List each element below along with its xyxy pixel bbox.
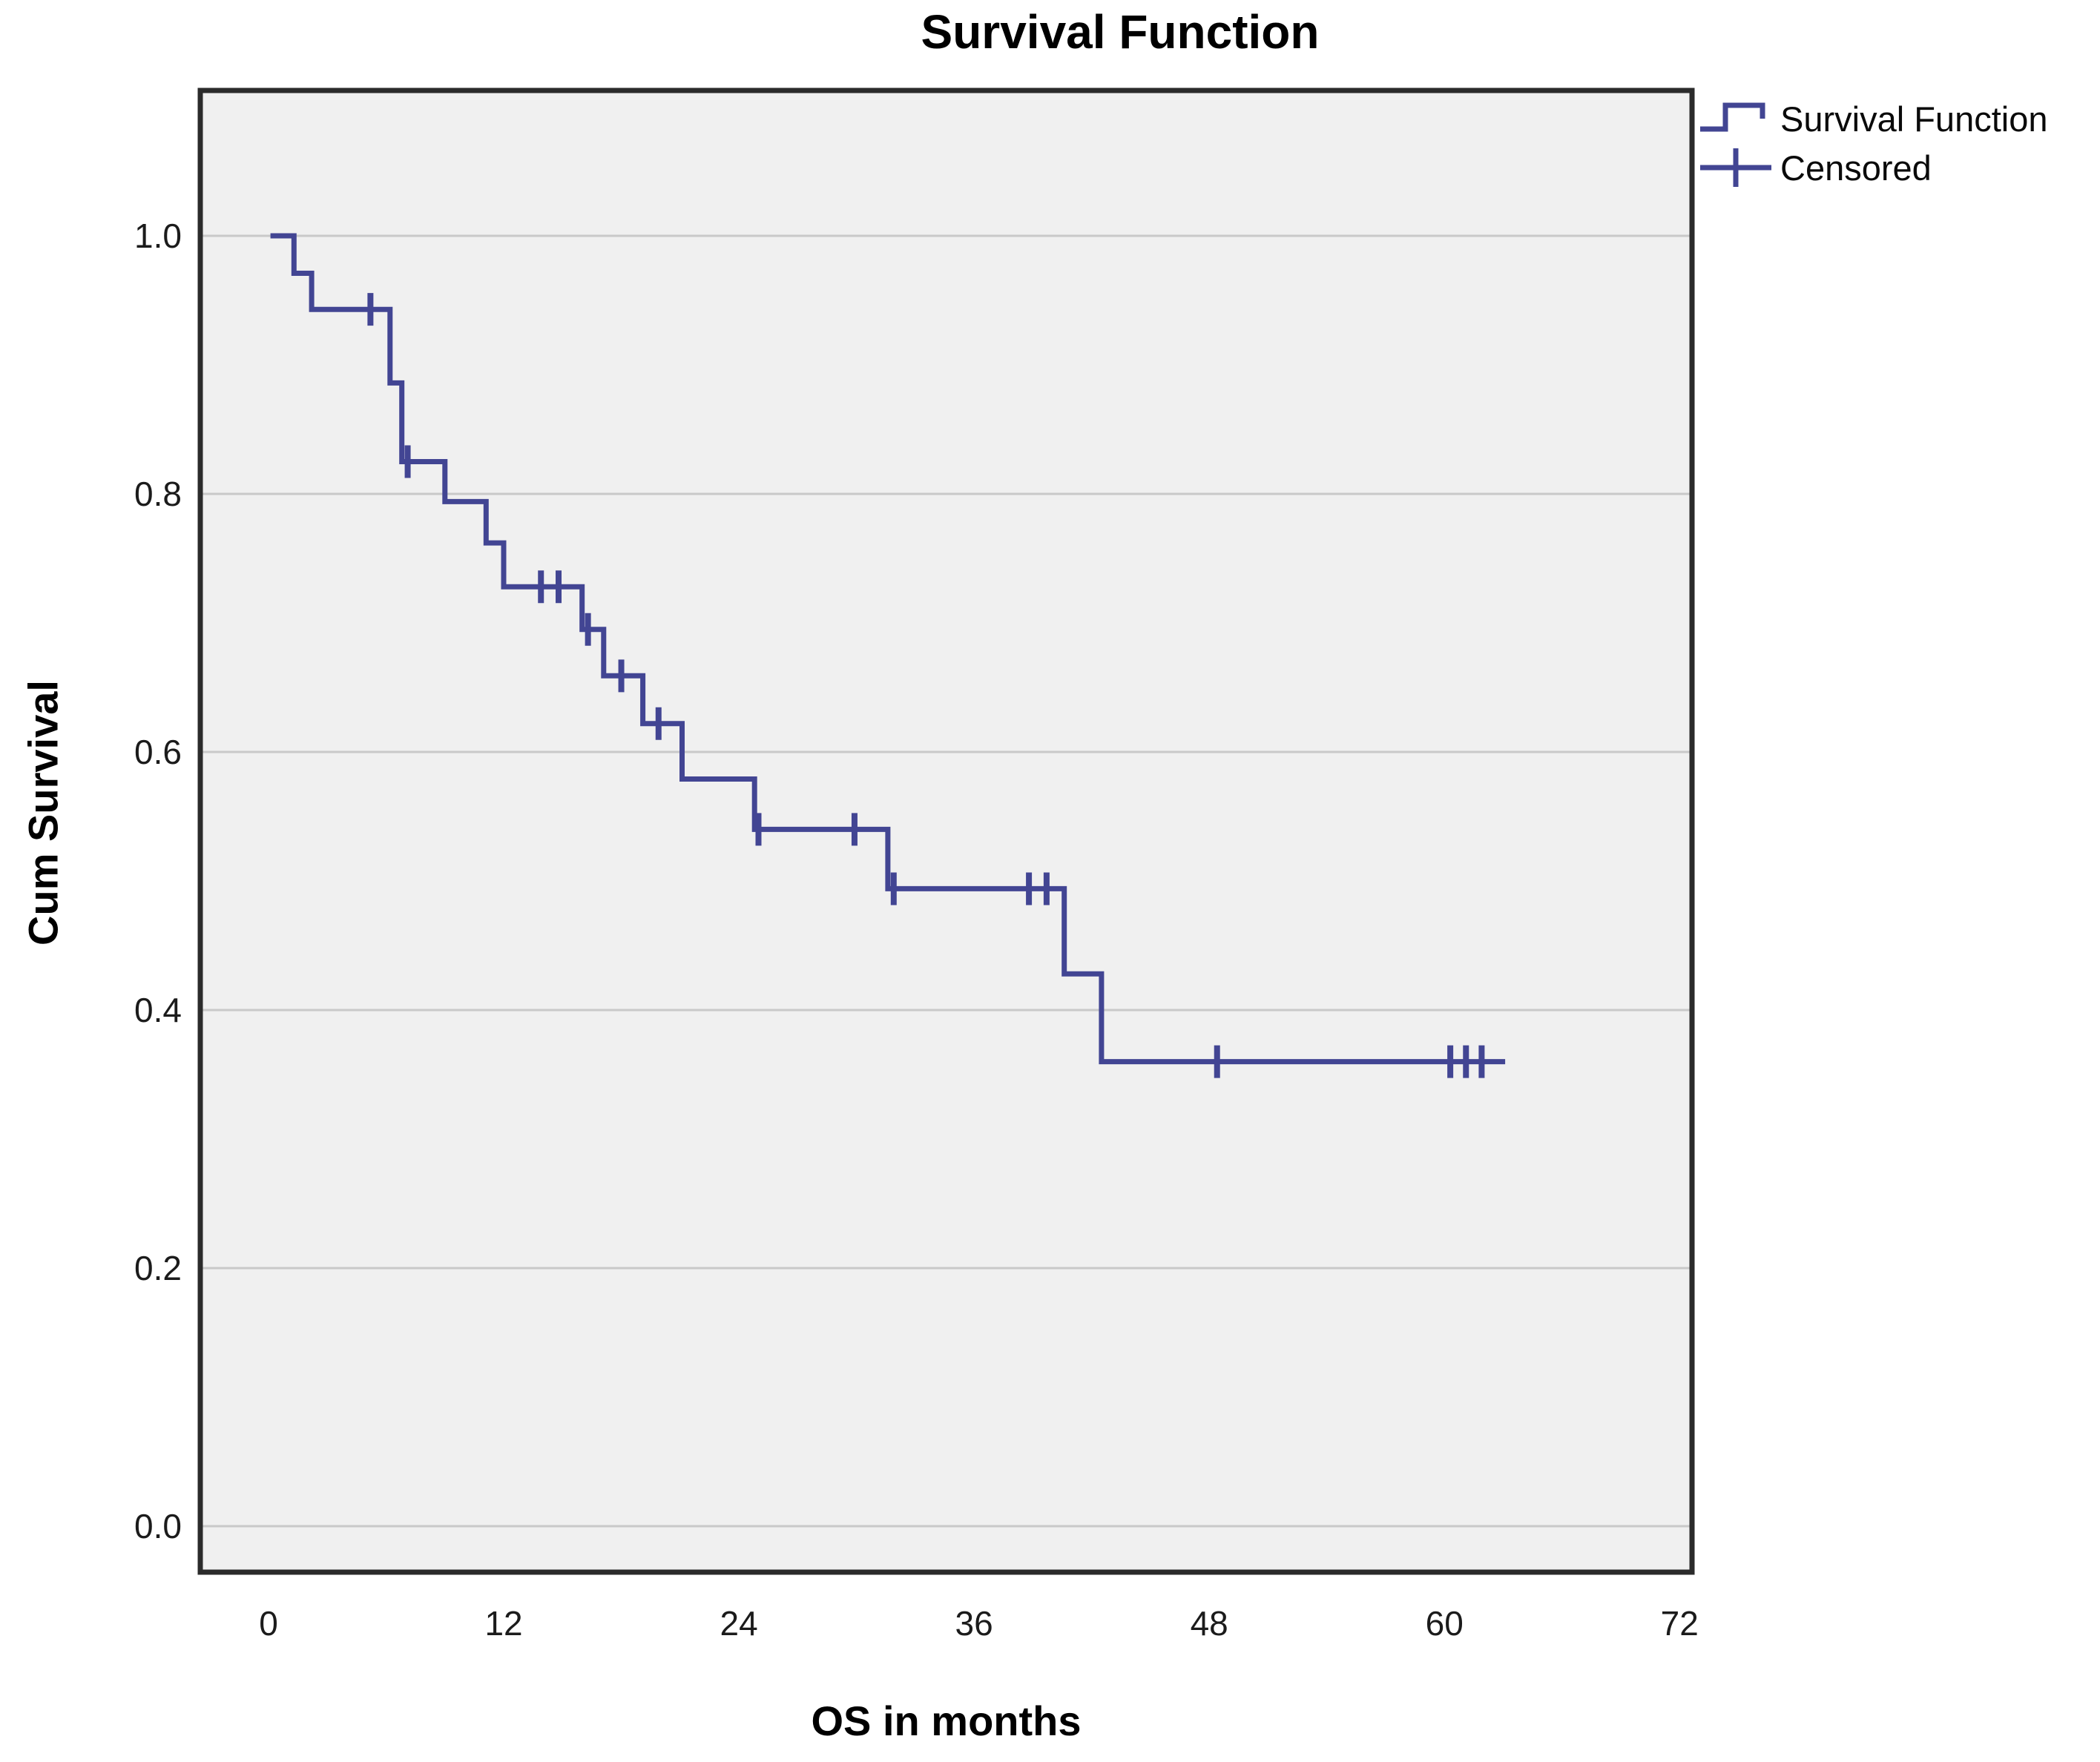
x-tick-label: 24 bbox=[720, 1604, 757, 1643]
survival-curve bbox=[270, 233, 1506, 1065]
x-tick-label: 48 bbox=[1191, 1604, 1228, 1643]
y-tick-label: 0.8 bbox=[134, 475, 182, 513]
legend-label-survival-function: Survival Function bbox=[1780, 99, 2048, 139]
x-axis-title: OS in months bbox=[811, 1697, 1082, 1744]
y-tick-label: 1.0 bbox=[134, 217, 182, 255]
x-tick-label: 12 bbox=[484, 1604, 522, 1643]
y-tick-label: 0.0 bbox=[134, 1507, 182, 1545]
plot-background bbox=[200, 90, 1692, 1572]
plot-frame bbox=[197, 88, 1695, 1575]
chart-title: Survival Function bbox=[921, 5, 1320, 59]
censored-plus-icon bbox=[1700, 148, 1771, 187]
y-tick-label: 0.4 bbox=[134, 991, 182, 1029]
y-axis-title: Cum Survival bbox=[19, 680, 67, 946]
legend-item-survival-function: Survival Function bbox=[1699, 95, 2048, 142]
x-tick-label: 60 bbox=[1426, 1604, 1464, 1643]
x-tick-label: 36 bbox=[955, 1604, 993, 1643]
legend: Survival Function Censored bbox=[1699, 95, 2048, 191]
x-tick-label: 72 bbox=[1661, 1604, 1699, 1643]
legend-item-censored: Censored bbox=[1699, 144, 2048, 191]
legend-label-censored: Censored bbox=[1780, 148, 1932, 188]
step-line-icon bbox=[1700, 102, 1765, 132]
y-tick-label: 0.2 bbox=[134, 1249, 182, 1287]
y-tick-label: 0.6 bbox=[134, 733, 182, 771]
x-tick-label: 0 bbox=[259, 1604, 278, 1643]
